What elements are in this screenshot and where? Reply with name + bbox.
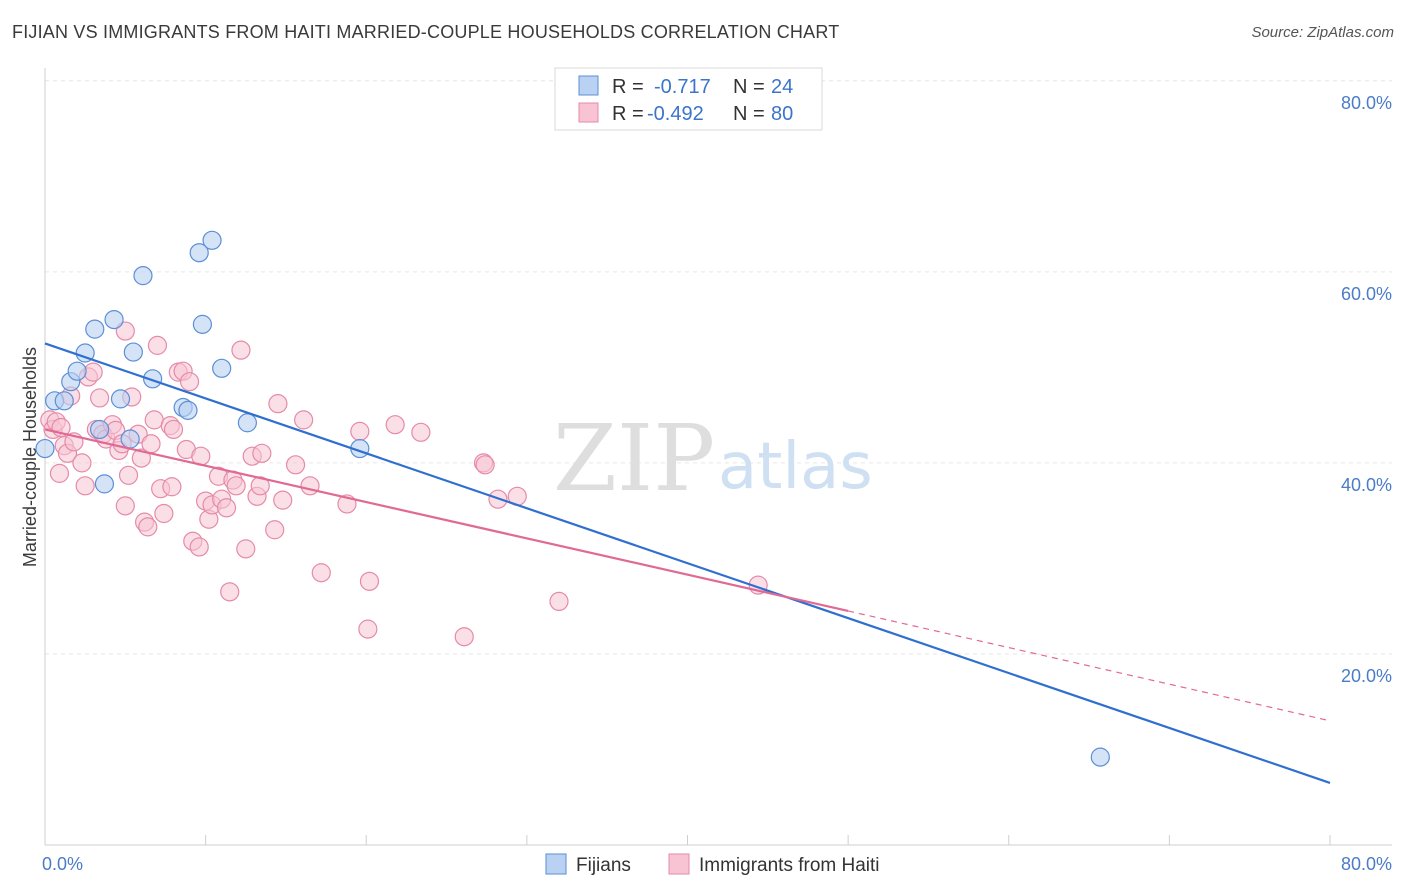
fijian-point	[237, 413, 257, 433]
haiti-point	[236, 539, 256, 559]
haiti-point	[359, 571, 380, 591]
legend-r-label-haiti: R =	[612, 103, 644, 125]
series-legend: Fijians Immigrants from Haiti	[545, 853, 880, 876]
haiti-point	[49, 463, 70, 483]
legend-swatch-fijians	[578, 75, 599, 96]
bottom-legend-label-haiti: Immigrants from Haiti	[699, 855, 880, 876]
fijian-point	[143, 369, 163, 389]
haiti-point	[411, 422, 431, 442]
y-tick-label: 80.0%	[1341, 93, 1392, 113]
legend-r-label-fijians: R =	[612, 76, 644, 98]
haiti-point	[141, 434, 161, 454]
haiti-point	[268, 394, 288, 414]
haiti-point	[549, 591, 569, 612]
haiti-point	[163, 419, 184, 440]
bottom-legend-swatch-fijians	[545, 853, 567, 875]
x-tick-label-max: 80.0%	[1341, 854, 1392, 874]
fijian-point	[90, 419, 110, 440]
haiti-point	[285, 455, 306, 475]
legend-n-label-haiti: N =	[733, 103, 765, 125]
haiti-point	[115, 321, 135, 341]
haiti-point	[147, 335, 168, 355]
fijian-point	[178, 400, 198, 420]
legend-r-value-haiti: -0.492	[647, 103, 704, 125]
haiti-point	[220, 582, 240, 602]
source-label: Source: ZipAtlas.com	[1251, 24, 1394, 41]
fijian-points	[35, 230, 1110, 767]
fijian-trend-line	[44, 342, 1331, 784]
haiti-point	[162, 477, 182, 497]
haiti-point	[179, 372, 200, 392]
haiti-point	[189, 537, 209, 557]
haiti-point	[475, 455, 495, 475]
bottom-legend-label-fijians: Fijians	[576, 855, 631, 876]
y-tick-label: 60.0%	[1341, 284, 1392, 304]
fijian-point	[54, 391, 74, 411]
fijian-point	[1090, 747, 1110, 767]
haiti-point	[138, 517, 158, 537]
legend-n-value-fijians: 24	[771, 76, 793, 98]
fijian-point	[192, 314, 213, 334]
legend-r-value-fijians: -0.717	[654, 76, 711, 98]
correlation-legend: R = -0.717 N = 24 R = -0.492 N = 80	[554, 67, 823, 131]
haiti-trend-line	[44, 428, 849, 613]
haiti-point	[252, 443, 272, 463]
x-ticks	[44, 835, 1331, 845]
haiti-point	[72, 453, 92, 473]
haiti-point	[231, 340, 251, 360]
bottom-legend-swatch-haiti	[668, 853, 690, 875]
fijian-point	[120, 429, 140, 449]
fijian-point	[94, 474, 115, 494]
haiti-point	[216, 498, 237, 518]
haiti-point	[385, 415, 405, 435]
legend-n-value-haiti: 80	[771, 103, 793, 125]
haiti-point	[350, 421, 370, 441]
fijian-point	[104, 309, 124, 330]
legend-box	[554, 67, 823, 131]
watermark-zip: ZIP	[553, 405, 715, 512]
haiti-point	[273, 490, 293, 510]
haiti-point	[250, 476, 270, 496]
legend-n-label-fijians: N =	[733, 76, 765, 98]
fijian-point	[212, 358, 232, 378]
fijian-point	[35, 438, 55, 459]
haiti-point	[311, 563, 331, 583]
haiti-point	[75, 476, 95, 496]
haiti-point	[226, 476, 246, 496]
y-axis-label: Married-couple Households	[20, 347, 40, 567]
watermark-atlas: atlas	[718, 430, 873, 504]
trend-lines	[44, 342, 1331, 784]
haiti-point	[454, 627, 474, 647]
haiti-point	[300, 476, 320, 496]
haiti-point	[83, 362, 103, 382]
watermark: ZIP atlas	[553, 405, 873, 512]
haiti-point	[265, 520, 285, 540]
fijian-point	[67, 361, 87, 381]
y-tick-label: 40.0%	[1341, 475, 1392, 495]
haiti-point	[154, 503, 174, 524]
haiti-trend-extension	[847, 610, 1331, 722]
haiti-point	[131, 448, 151, 468]
y-tick-label: 20.0%	[1341, 666, 1392, 686]
haiti-point	[90, 388, 110, 408]
x-tick-label-min: 0.0%	[42, 854, 83, 874]
chart-title: FIJIAN VS IMMIGRANTS FROM HAITI MARRIED-…	[12, 22, 840, 42]
haiti-point	[118, 465, 139, 485]
fijian-point	[85, 319, 105, 339]
fijian-point	[110, 389, 131, 409]
grid-lines	[45, 80, 1392, 655]
fijian-point	[133, 266, 153, 286]
legend-swatch-haiti	[578, 102, 599, 123]
fijian-point	[202, 230, 222, 250]
fijian-point	[189, 243, 209, 263]
haiti-point	[294, 410, 314, 430]
haiti-point	[115, 496, 135, 516]
fijian-point	[123, 342, 143, 362]
haiti-points	[40, 321, 768, 647]
haiti-point	[358, 619, 378, 639]
y-tick-labels: 20.0% 40.0% 60.0% 80.0%	[1341, 93, 1392, 686]
haiti-point	[144, 410, 164, 430]
